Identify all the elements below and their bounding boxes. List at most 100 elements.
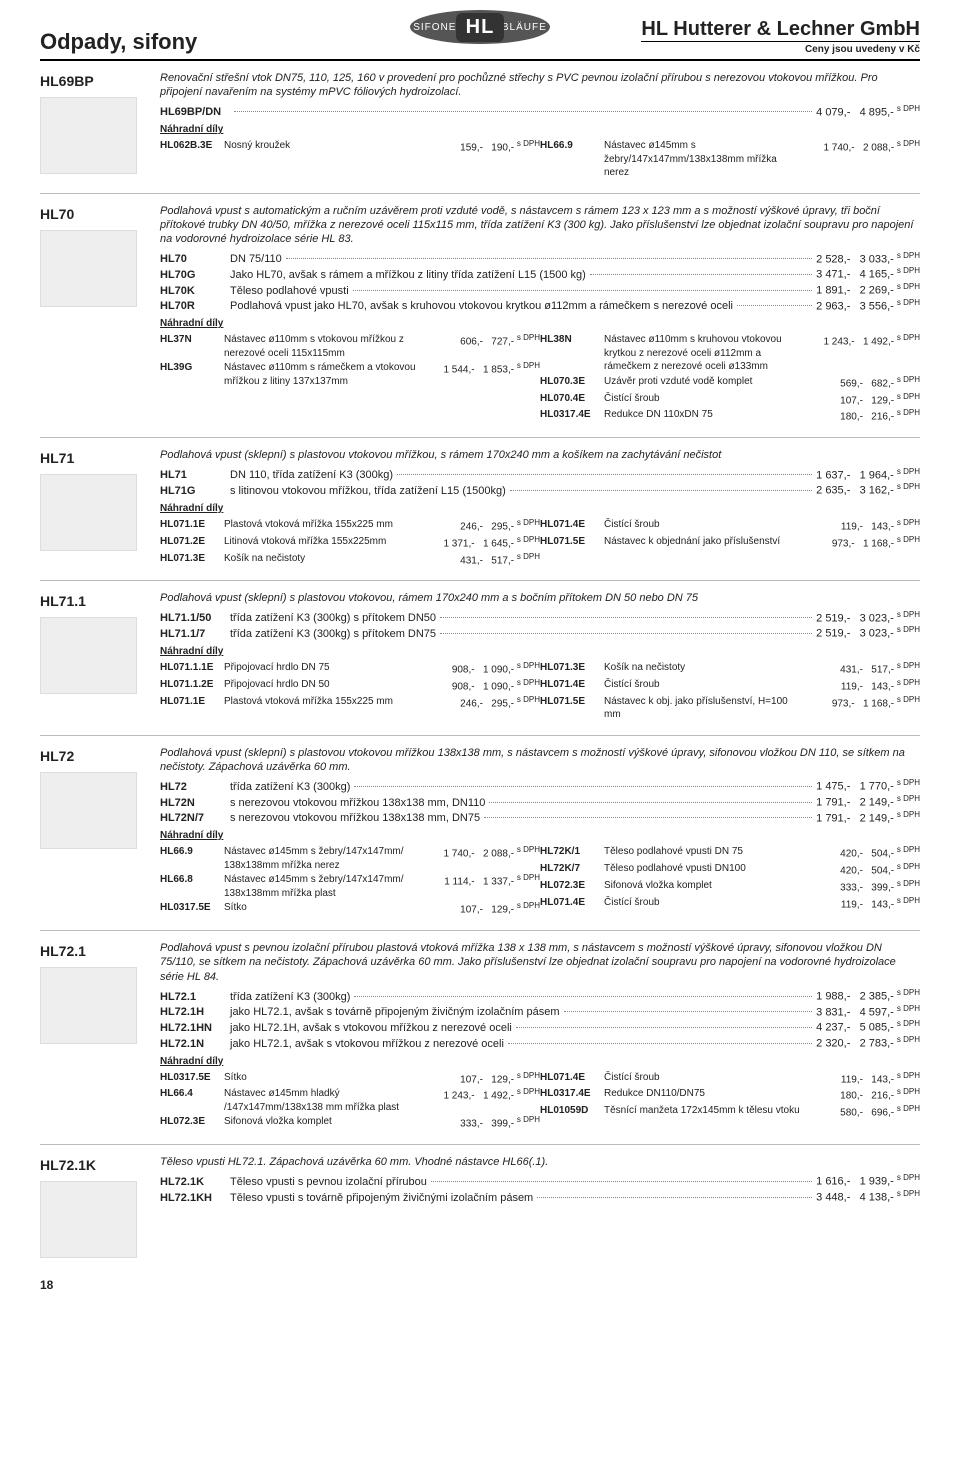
- spare-price: 908,- 1 090,- s DPH: [430, 661, 540, 677]
- product-desc: DN 110, třída zatížení K3 (300kg): [230, 469, 393, 481]
- spare-desc: Plastová vtoková mřížka 155x225 mm: [224, 518, 430, 532]
- spare-price: 333,- 399,- s DPH: [810, 879, 920, 895]
- section-intro: Podlahová vpust (sklepní) s plastovou vt…: [160, 746, 920, 775]
- spare-row: HL062B.3ENosný kroužek159,- 190,- s DPHH…: [160, 138, 920, 181]
- product-image-placeholder: [40, 1181, 137, 1258]
- section-intro: Těleso vpusti HL72.1. Zápachová uzávěrka…: [160, 1155, 920, 1169]
- spare-price: 1 544,- 1 853,- s DPH: [430, 361, 540, 377]
- product-line: HL69BP/DN4 079,- 4 895,- s DPH: [160, 104, 920, 119]
- product-desc: jako HL72.1, avšak s továrně připojeným …: [230, 1006, 560, 1018]
- spare-desc: Nástavec ø145mm s žebry/147x147mm/ 138x1…: [224, 873, 430, 900]
- leader-dots: [353, 290, 813, 291]
- spare-desc: Připojovací hrdlo DN 50: [224, 678, 430, 692]
- spare-code: HL0317.5E: [160, 1071, 224, 1085]
- spare-price: 420,- 504,- s DPH: [810, 845, 920, 861]
- spare-item: HL072.3ESifonová vložka komplet333,- 399…: [540, 879, 920, 895]
- product-price: 4 237,- 5 085,- s DPH: [816, 1019, 920, 1034]
- product-line: HL72.1třída zatížení K3 (300kg)1 988,- 2…: [160, 988, 920, 1003]
- spare-code: HL66.8: [160, 873, 224, 887]
- product-price: 3 471,- 4 165,- s DPH: [816, 266, 920, 281]
- leader-dots: [516, 1027, 812, 1028]
- spare-item: HL071.1EPlastová vtoková mřížka 155x225 …: [160, 695, 540, 711]
- spare-price: 973,- 1 168,- s DPH: [810, 695, 920, 711]
- product-image-placeholder: [40, 967, 137, 1044]
- spare-parts-heading: Náhradní díly: [160, 124, 920, 135]
- spare-item: HL38NNástavec ø110mm s kruhovou vtokovou…: [540, 333, 920, 374]
- product-image-placeholder: [40, 230, 137, 307]
- spare-code: HL070.4E: [540, 392, 604, 406]
- spare-price: 569,- 682,- s DPH: [810, 375, 920, 391]
- spare-code: HL39G: [160, 361, 224, 375]
- spare-parts-heading: Náhradní díly: [160, 1056, 920, 1067]
- spare-item: HL0317.5ESítko107,- 129,- s DPH: [160, 901, 540, 917]
- spare-code: HL38N: [540, 333, 604, 347]
- spare-price: 180,- 216,- s DPH: [810, 408, 920, 424]
- product-code: HL72.1H: [160, 1006, 230, 1018]
- product-code: HL70R: [160, 300, 230, 312]
- spare-code: HL071.4E: [540, 1071, 604, 1085]
- product-code: HL71.1/50: [160, 612, 230, 624]
- spare-code: HL37N: [160, 333, 224, 347]
- brand-logo: SIFONE ABLÄUFE HL: [410, 10, 550, 44]
- section-code: HL72: [40, 748, 160, 764]
- spare-code: HL66.9: [540, 139, 604, 153]
- spare-column: HL071.1.1EPřipojovací hrdlo DN 75908,- 1…: [160, 660, 540, 723]
- product-desc: třída zatížení K3 (300kg): [230, 991, 350, 1003]
- spare-desc: Plastová vtoková mřížka 155x225 mm: [224, 695, 430, 709]
- product-desc: Podlahová vpust jako HL70, avšak s kruho…: [230, 300, 733, 312]
- spare-desc: Uzávěr proti vzduté vodě komplet: [604, 375, 810, 389]
- page-number: 18: [40, 1278, 53, 1292]
- spare-price: 119,- 143,- s DPH: [810, 518, 920, 534]
- spare-price: 431,- 517,- s DPH: [810, 661, 920, 677]
- product-code: HL70: [160, 253, 230, 265]
- product-desc: s litinovou vtokovou mřížkou, třída zatí…: [230, 485, 506, 497]
- spare-desc: Nástavec k obj. jako příslušenství, H=10…: [604, 695, 810, 722]
- spare-code: HL071.1E: [160, 695, 224, 709]
- spare-code: HL0317.5E: [160, 901, 224, 915]
- section-code: HL71: [40, 450, 160, 466]
- spare-price: 246,- 295,- s DPH: [430, 695, 540, 711]
- logo-text-left: SIFONE: [413, 22, 456, 33]
- product-code: HL72.1HN: [160, 1022, 230, 1034]
- product-section: HL70Podlahová vpust s automatickým a ruč…: [40, 193, 920, 438]
- product-code: HL71.1/7: [160, 628, 230, 640]
- spare-item: HL72K/1Těleso podlahové vpusti DN 75420,…: [540, 845, 920, 861]
- spare-column: HL071.3EKošík na nečistoty431,- 517,- s …: [540, 660, 920, 723]
- section-intro: Podlahová vpust s automatickým a ručním …: [160, 204, 920, 247]
- spare-parts-heading: Náhradní díly: [160, 830, 920, 841]
- spare-code: HL072.3E: [160, 1115, 224, 1129]
- spare-item: HL66.9Nástavec ø145mm s žebry/147x147mm/…: [540, 139, 920, 180]
- spare-item: HL01059DTěsnící manžeta 172x145mm k těle…: [540, 1104, 920, 1120]
- product-code: HL72.1: [160, 991, 230, 1003]
- spare-column: HL66.9Nástavec ø145mm s žebry/147x147mm/…: [160, 844, 540, 918]
- spare-price: 1 371,- 1 645,- s DPH: [430, 535, 540, 551]
- section-code: HL70: [40, 206, 160, 222]
- product-price: 2 963,- 3 556,- s DPH: [816, 298, 920, 313]
- spare-item: HL39GNástavec ø110mm s rámečkem a vtokov…: [160, 361, 540, 388]
- product-desc: Těleso vpusti s továrně připojeným živič…: [230, 1192, 533, 1204]
- spare-desc: Nástavec k objednání jako příslušenství: [604, 535, 810, 549]
- spare-item: HL071.4EČistící šroub119,- 143,- s DPH: [540, 678, 920, 694]
- product-desc: třída zatížení K3 (300kg) s přítokem DN7…: [230, 628, 436, 640]
- product-section: HL72.1Podlahová vpust s pevnou izolační …: [40, 930, 920, 1144]
- section-intro: Renovační střešní vtok DN75, 110, 125, 1…: [160, 71, 920, 100]
- spare-price: 606,- 727,- s DPH: [430, 333, 540, 349]
- leader-dots: [354, 996, 812, 997]
- spare-code: HL071.5E: [540, 695, 604, 709]
- spare-price: 107,- 129,- s DPH: [810, 392, 920, 408]
- spare-code: HL66.4: [160, 1087, 224, 1101]
- spare-item: HL37NNástavec ø110mm s vtokovou mřížkou …: [160, 333, 540, 360]
- leader-dots: [508, 1043, 812, 1044]
- product-line: HL71Gs litinovou vtokovou mřížkou, třída…: [160, 482, 920, 497]
- spare-desc: Košík na nečistoty: [604, 661, 810, 675]
- spare-price: 1 243,- 1 492,- s DPH: [810, 333, 920, 349]
- product-code: HL72.1K: [160, 1176, 230, 1188]
- product-image-placeholder: [40, 772, 137, 849]
- spare-price: 119,- 143,- s DPH: [810, 896, 920, 912]
- leader-dots: [440, 617, 812, 618]
- product-price: 1 791,- 2 149,- s DPH: [816, 810, 920, 825]
- product-line: HL72Ns nerezovou vtokovou mřížkou 138x13…: [160, 794, 920, 809]
- spare-price: 1 114,- 1 337,- s DPH: [430, 873, 540, 889]
- product-image-placeholder: [40, 474, 137, 551]
- section-code: HL71.1: [40, 593, 160, 609]
